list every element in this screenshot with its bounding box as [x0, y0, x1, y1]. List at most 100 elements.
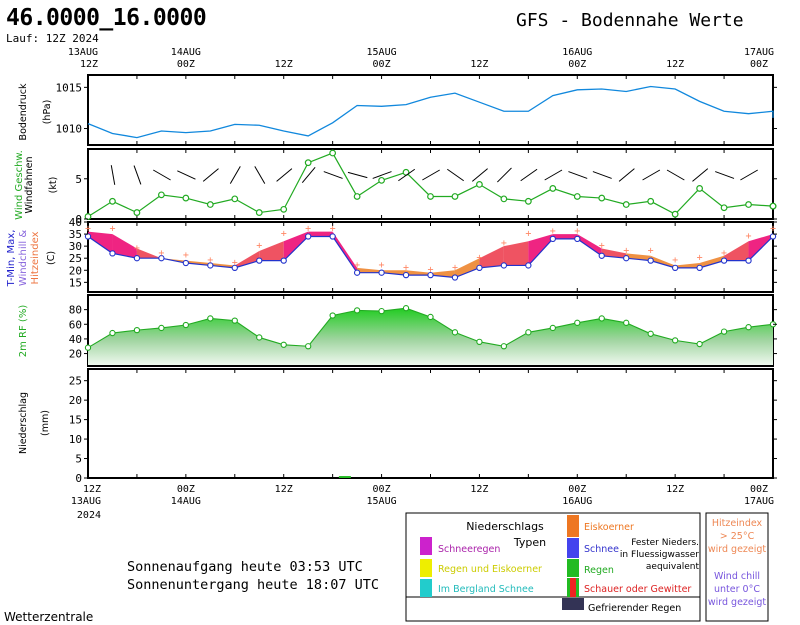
temp-range-band — [479, 246, 504, 268]
wind-barb — [544, 169, 563, 181]
heat-index-marker: + — [599, 241, 605, 252]
svg-text:(kt): (kt) — [48, 177, 59, 194]
tmin-point — [696, 264, 703, 272]
wind-panel — [84, 149, 777, 220]
svg-text:Bodendruck: Bodendruck — [18, 83, 29, 140]
wind-barb — [398, 168, 416, 182]
humidity-point — [133, 326, 141, 334]
svg-text:Regen: Regen — [584, 565, 614, 576]
svg-text:unter 0°C: unter 0°C — [714, 584, 760, 595]
wind-barb — [740, 169, 758, 181]
wind-point — [451, 193, 459, 200]
temp-range-band — [332, 231, 358, 273]
chart-title: GFS - Bodennahe Werte — [516, 10, 744, 31]
wind-barb — [520, 168, 538, 182]
temp-range-band — [454, 258, 480, 278]
heat-index-marker: + — [525, 228, 531, 239]
humidity-point — [84, 344, 92, 351]
y-tick-label: 10 — [69, 433, 82, 446]
wind-point — [524, 197, 532, 205]
wind-barb — [323, 171, 343, 179]
tmin-point — [745, 257, 752, 264]
wind-point — [133, 209, 141, 216]
svg-text:wird gezeigt: wird gezeigt — [708, 597, 767, 608]
pressure-panel — [87, 85, 774, 139]
svg-text:Gefrierender Regen: Gefrierender Regen — [588, 603, 681, 614]
humidity-point — [158, 324, 165, 332]
humidity-point — [476, 338, 483, 345]
bottom-date-label: 14AUG — [171, 496, 201, 507]
humidity-point — [696, 340, 703, 348]
wind-barb — [110, 165, 116, 185]
svg-text:Wind chill: Wind chill — [714, 571, 760, 582]
wind-point — [353, 193, 361, 200]
tmin-point — [182, 259, 190, 267]
y-tick-label: 40 — [69, 333, 82, 346]
humidity-point — [598, 315, 605, 322]
wind-point — [720, 204, 728, 212]
temp-range-band — [626, 253, 651, 261]
temp-range-band — [88, 231, 113, 254]
heat-index-marker: + — [697, 253, 703, 264]
heat-index-marker: + — [623, 245, 629, 256]
wind-barb — [372, 171, 392, 179]
humidity-point — [451, 329, 459, 336]
temp-range-band — [503, 241, 529, 266]
heat-index-marker: + — [403, 262, 409, 273]
wind-point — [280, 205, 288, 213]
legend-swatch-regen-eis — [420, 559, 432, 577]
tmin-point — [769, 233, 777, 240]
svg-text:> 25°C: > 25°C — [720, 531, 755, 542]
top-hour-label: 12Z — [80, 59, 98, 70]
wind-barb — [229, 166, 241, 184]
wind-barb — [447, 168, 464, 182]
tmin-point — [207, 262, 214, 269]
humidity-panel — [84, 305, 777, 365]
humidity-point — [109, 329, 116, 337]
svg-text:(mm): (mm) — [40, 410, 51, 436]
sunrise-text: Sonnenaufgang heute 03:53 UTC — [127, 559, 363, 575]
heat-index-marker: + — [330, 224, 336, 235]
svg-text:aequivalent: aequivalent — [646, 562, 700, 572]
humidity-point — [353, 307, 361, 314]
wind-point — [157, 191, 165, 199]
tmin-point — [623, 255, 630, 262]
heat-index-marker: + — [183, 250, 189, 261]
humidity-point — [525, 329, 532, 336]
location-title: 46.0000_16.0000 — [6, 5, 206, 31]
top-date-label: 17AUG — [744, 47, 774, 58]
bottom-date-label: 17AUG — [744, 496, 774, 507]
svg-text:Hitzeindex: Hitzeindex — [30, 231, 41, 284]
legend-swatch-gefrierend — [562, 598, 584, 610]
humidity-point — [720, 328, 728, 335]
humidity-point — [207, 315, 214, 322]
heat-index-marker: + — [232, 257, 238, 268]
wind-barb — [301, 167, 316, 183]
wind-point — [476, 181, 483, 188]
tmin-point — [598, 252, 605, 259]
svg-text:Schauer oder Gewitter: Schauer oder Gewitter — [584, 584, 691, 595]
wind-barb — [715, 171, 735, 179]
y-tick-label: 5 — [75, 453, 82, 466]
heat-index-marker: + — [648, 245, 654, 256]
y-tick-label: 35 — [69, 228, 82, 241]
svg-text:wird gezeigt: wird gezeigt — [708, 544, 767, 555]
wind-point — [427, 193, 434, 200]
svg-text:Schnee: Schnee — [584, 544, 619, 555]
tmin-point — [329, 233, 336, 240]
humidity-point — [329, 312, 336, 319]
legend-swatch-schnee — [567, 538, 579, 558]
wind-barb — [177, 170, 196, 180]
wind-point — [231, 195, 239, 203]
svg-text:(hPa): (hPa) — [42, 100, 53, 125]
wind-barb — [133, 165, 142, 185]
tmin-point — [280, 257, 287, 264]
tmin-point — [256, 257, 263, 264]
top-date-label: 16AUG — [562, 47, 592, 58]
svg-text:in Fluessigwasser: in Fluessigwasser — [620, 550, 699, 560]
temp-range-band — [699, 255, 725, 268]
svg-text:2m RF (%): 2m RF (%) — [18, 305, 29, 358]
temp-range-band — [234, 250, 260, 268]
heat-index-marker: + — [427, 265, 433, 276]
